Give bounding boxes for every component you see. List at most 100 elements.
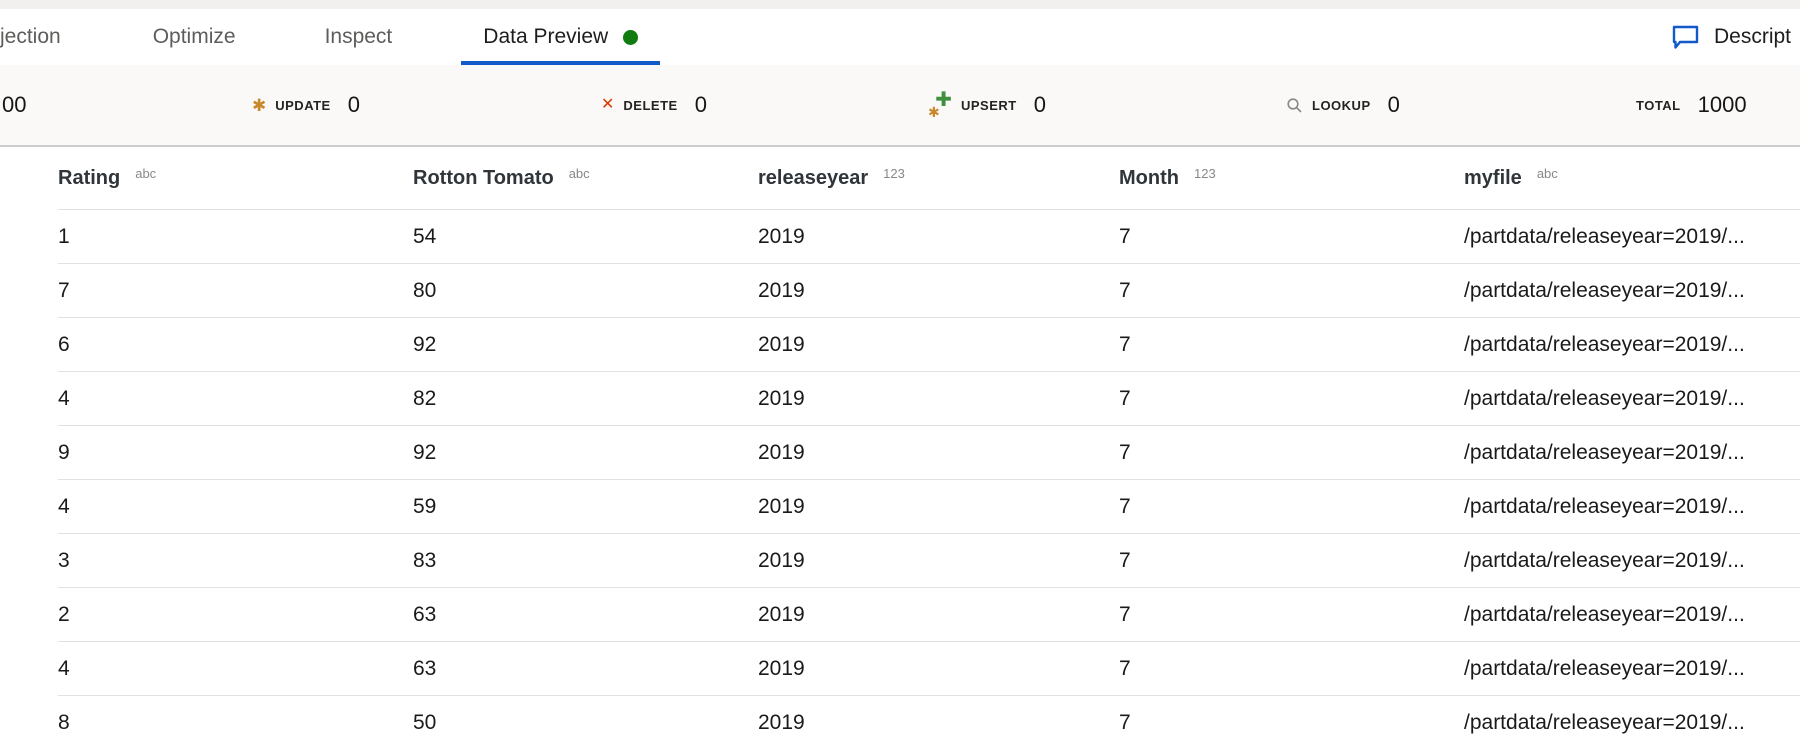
table-row: 2 63 2019 7 /partdata/releaseyear=2019/.… xyxy=(58,587,1800,641)
cell-rating: 2 xyxy=(58,602,70,626)
column-header-month[interactable]: Month 123 xyxy=(1119,166,1464,190)
cell-month: 7 xyxy=(1119,386,1131,410)
cell-month: 7 xyxy=(1119,656,1131,680)
column-name: releaseyear xyxy=(758,166,869,189)
cell-rating: 4 xyxy=(58,494,70,518)
cell-month: 7 xyxy=(1119,494,1131,518)
counter-total: TOTAL 1000 xyxy=(1636,65,1747,145)
counter-update[interactable]: ✱ UPDATE 0 xyxy=(252,65,360,145)
counter-value: 00 xyxy=(2,92,27,117)
row-counters-bar: 00 ✱ UPDATE 0 ✕ DELETE 0 ✱ ✚ UPSERT 0 xyxy=(0,65,1800,147)
preview-table: Rating abc Rotton Tomato abc releaseyear… xyxy=(0,147,1800,749)
cell-myfile: /partdata/releaseyear=2019/... xyxy=(1464,278,1745,302)
cell-releaseyear: 2019 xyxy=(758,278,805,302)
cell-rotton-tomato: 50 xyxy=(413,710,437,734)
table-row: 3 83 2019 7 /partdata/releaseyear=2019/.… xyxy=(58,533,1800,587)
column-type-badge: abc xyxy=(135,165,157,181)
cell-rotton-tomato: 92 xyxy=(413,440,437,464)
cell-myfile: /partdata/releaseyear=2019/... xyxy=(1464,224,1745,248)
cell-rotton-tomato: 54 xyxy=(413,224,437,248)
table-row: 4 82 2019 7 /partdata/releaseyear=2019/.… xyxy=(58,371,1800,425)
counter-value: 0 xyxy=(694,92,707,117)
cell-myfile: /partdata/releaseyear=2019/... xyxy=(1464,710,1745,734)
tab-optimize[interactable]: Optimize xyxy=(153,9,236,65)
table-row: 1 54 2019 7 /partdata/releaseyear=2019/.… xyxy=(58,209,1800,263)
cell-releaseyear: 2019 xyxy=(758,332,805,356)
cell-myfile: /partdata/releaseyear=2019/... xyxy=(1464,494,1745,518)
cell-myfile: /partdata/releaseyear=2019/... xyxy=(1464,656,1745,680)
counter-value: 0 xyxy=(1033,92,1046,117)
table-row: 6 92 2019 7 /partdata/releaseyear=2019/.… xyxy=(58,317,1800,371)
status-green-dot-icon xyxy=(623,29,639,45)
cell-rotton-tomato: 80 xyxy=(413,278,437,302)
cell-releaseyear: 2019 xyxy=(758,224,805,248)
counter-value: 1000 xyxy=(1697,92,1747,117)
counter-upsert[interactable]: ✱ ✚ UPSERT 0 xyxy=(928,65,1046,145)
cell-rotton-tomato: 83 xyxy=(413,548,437,572)
asterisk-plus-icon: ✱ ✚ xyxy=(928,89,952,120)
column-type-badge: abc xyxy=(1536,165,1558,181)
cell-rating: 1 xyxy=(58,224,70,248)
table-header-row: Rating abc Rotton Tomato abc releaseyear… xyxy=(58,147,1800,209)
cell-month: 7 xyxy=(1119,278,1131,302)
counter-insert[interactable]: 00 xyxy=(2,65,26,145)
cell-month: 7 xyxy=(1119,602,1131,626)
describe-button[interactable]: Descript xyxy=(1671,9,1791,65)
magnifier-icon xyxy=(1286,97,1303,114)
column-type-badge: abc xyxy=(568,165,590,181)
cell-rotton-tomato: 63 xyxy=(413,602,437,626)
counter-label: UPDATE xyxy=(275,97,331,113)
cell-month: 7 xyxy=(1119,332,1131,356)
window-chrome-strip xyxy=(0,0,1800,9)
counter-label: TOTAL xyxy=(1636,97,1681,113)
cell-month: 7 xyxy=(1119,224,1131,248)
table-row: 4 63 2019 7 /partdata/releaseyear=2019/.… xyxy=(58,641,1800,695)
cell-rating: 8 xyxy=(58,710,70,734)
comment-bubble-icon xyxy=(1671,24,1700,51)
cell-rating: 4 xyxy=(58,656,70,680)
column-name: Month xyxy=(1119,166,1179,189)
describe-label: Descript xyxy=(1714,25,1792,48)
column-header-rotton-tomato[interactable]: Rotton Tomato abc xyxy=(413,165,758,190)
cell-rating: 3 xyxy=(58,548,70,572)
tab-label: Inspect xyxy=(324,25,393,48)
cell-myfile: /partdata/releaseyear=2019/... xyxy=(1464,332,1745,356)
counter-delete[interactable]: ✕ DELETE 0 xyxy=(601,65,707,145)
table-row: 7 80 2019 7 /partdata/releaseyear=2019/.… xyxy=(58,263,1800,317)
cell-month: 7 xyxy=(1119,440,1131,464)
column-type-badge: 123 xyxy=(883,165,905,181)
counter-label: UPSERT xyxy=(961,97,1017,113)
tab-label: Optimize xyxy=(152,25,236,48)
cell-rotton-tomato: 59 xyxy=(413,494,437,518)
table-row: 8 50 2019 7 /partdata/releaseyear=2019/.… xyxy=(58,695,1800,749)
cell-myfile: /partdata/releaseyear=2019/... xyxy=(1464,548,1745,572)
cell-releaseyear: 2019 xyxy=(758,386,805,410)
column-name: Rotton Tomato xyxy=(413,166,554,189)
cell-myfile: /partdata/releaseyear=2019/... xyxy=(1464,386,1745,410)
column-name: Rating xyxy=(58,166,121,189)
column-name: myfile xyxy=(1464,166,1522,189)
tab-inspect[interactable]: Inspect xyxy=(325,9,393,65)
tab-data-preview[interactable]: Data Preview xyxy=(461,9,661,65)
cell-releaseyear: 2019 xyxy=(758,548,805,572)
cell-rotton-tomato: 63 xyxy=(413,656,437,680)
counter-value: 0 xyxy=(1387,92,1400,117)
column-header-rating[interactable]: Rating abc xyxy=(58,165,413,190)
cell-rotton-tomato: 92 xyxy=(413,332,437,356)
cell-myfile: /partdata/releaseyear=2019/... xyxy=(1464,602,1745,626)
cell-month: 7 xyxy=(1119,548,1131,572)
column-header-myfile[interactable]: myfile abc xyxy=(1464,165,1800,190)
tab-bar: jection Optimize Inspect Data Preview De… xyxy=(0,9,1800,65)
counter-lookup[interactable]: LOOKUP 0 xyxy=(1286,65,1400,145)
column-header-releaseyear[interactable]: releaseyear 123 xyxy=(758,165,1119,190)
table-row: 4 59 2019 7 /partdata/releaseyear=2019/.… xyxy=(58,479,1800,533)
tab-projection[interactable]: jection xyxy=(0,9,61,65)
tab-label: jection xyxy=(0,25,61,48)
cell-releaseyear: 2019 xyxy=(758,602,805,626)
cell-rating: 7 xyxy=(58,278,70,302)
cell-rating: 6 xyxy=(58,332,70,356)
cell-month: 7 xyxy=(1119,710,1131,734)
cell-releaseyear: 2019 xyxy=(758,710,805,734)
cell-rating: 4 xyxy=(58,386,70,410)
counter-label: LOOKUP xyxy=(1312,97,1371,113)
